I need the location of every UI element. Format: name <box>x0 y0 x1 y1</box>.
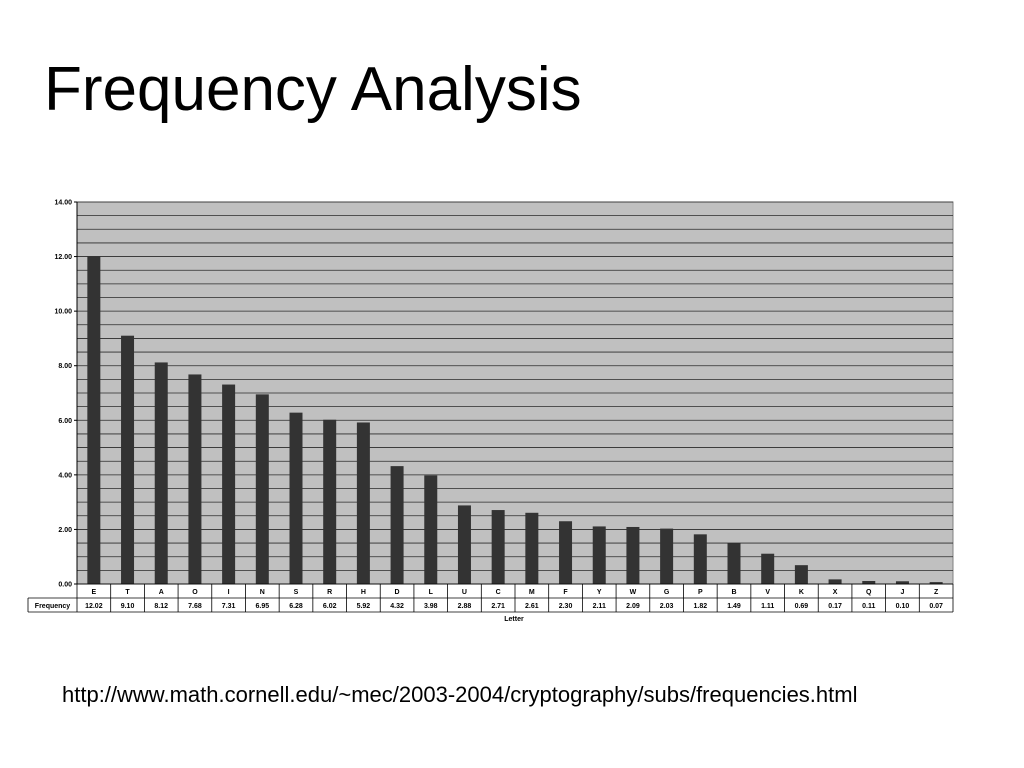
x-tick-label: Z <box>934 589 939 596</box>
x-tick-label: D <box>395 589 400 596</box>
bar-e <box>87 256 101 584</box>
data-label: 9.10 <box>121 603 135 610</box>
data-label: 7.31 <box>222 603 236 610</box>
y-tick-label: 10.00 <box>54 309 72 316</box>
bar-d <box>390 466 404 584</box>
x-tick-label: P <box>698 589 703 596</box>
x-tick-label: A <box>159 589 164 596</box>
bar-m <box>525 512 539 584</box>
x-tick-label: V <box>765 589 770 596</box>
bar-w <box>626 526 640 584</box>
bar-j <box>895 581 909 584</box>
bar-x <box>828 579 842 584</box>
x-tick-label: N <box>260 589 265 596</box>
y-axis: 0.00 2.00 4.00 6.00 8.00 10.00 12.00 14.00 <box>54 200 78 589</box>
data-label: 2.11 <box>593 603 606 610</box>
y-tick-label: 0.00 <box>58 582 72 589</box>
data-label: 2.30 <box>559 603 573 610</box>
bar-c <box>491 510 505 584</box>
bar-p <box>693 534 707 584</box>
data-label: 0.69 <box>795 603 809 610</box>
bars <box>87 256 943 584</box>
data-label: 2.71 <box>491 603 505 610</box>
x-tick-label: R <box>327 589 332 596</box>
data-label: 1.49 <box>727 603 741 610</box>
bar-k <box>794 565 808 584</box>
y-tick-label: 12.00 <box>54 254 72 261</box>
y-tick-label: 14.00 <box>54 200 72 207</box>
x-tick-label: G <box>664 589 670 596</box>
data-label: 0.07 <box>929 603 943 610</box>
bar-z <box>929 582 943 584</box>
bar-y <box>592 526 606 584</box>
x-tick-label: S <box>294 589 299 596</box>
bar-q <box>862 580 876 584</box>
x-tick-label: M <box>529 589 535 596</box>
x-tick-label: O <box>192 589 198 596</box>
data-label: 0.17 <box>828 603 842 610</box>
bar-i <box>222 384 236 584</box>
x-tick-label: U <box>462 589 467 596</box>
x-tick-label: X <box>833 589 838 596</box>
bar-f <box>559 521 573 584</box>
data-label: 3.98 <box>424 603 438 610</box>
data-label: 6.95 <box>255 603 269 610</box>
data-label: 6.28 <box>289 603 303 610</box>
data-label: 2.09 <box>626 603 640 610</box>
x-tick-label: Y <box>597 589 602 596</box>
x-tick-label: H <box>361 589 366 596</box>
x-axis-label: Letter <box>504 616 524 623</box>
data-label: 2.03 <box>660 603 674 610</box>
source-link[interactable]: http://www.math.cornell.edu/~mec/2003-20… <box>62 682 858 707</box>
x-tick-label: J <box>901 589 905 596</box>
x-tick-label: T <box>125 589 130 596</box>
data-label: 12.02 <box>85 603 103 610</box>
bar-l <box>424 475 438 584</box>
x-tick-label: E <box>92 589 97 596</box>
bar-a <box>154 362 168 584</box>
bar-t <box>121 335 135 584</box>
data-label: 6.02 <box>323 603 337 610</box>
data-label: 1.11 <box>761 603 774 610</box>
x-tick-label: F <box>563 589 568 596</box>
bar-g <box>660 528 674 584</box>
table-row-header: Frequency <box>35 603 71 610</box>
bar-b <box>727 543 741 584</box>
data-label: 0.11 <box>862 603 875 610</box>
x-tick-label: L <box>429 589 434 596</box>
y-tick-label: 2.00 <box>58 527 72 534</box>
bar-h <box>356 422 370 584</box>
data-label: 1.82 <box>693 603 707 610</box>
data-label: 2.61 <box>525 603 539 610</box>
x-tick-label: K <box>799 589 804 596</box>
bar-s <box>289 412 303 584</box>
data-label: 7.68 <box>188 603 202 610</box>
data-label: 0.10 <box>896 603 910 610</box>
bar-v <box>761 553 775 584</box>
slide-title: Frequency Analysis <box>44 55 582 124</box>
data-label: 2.88 <box>458 603 472 610</box>
bar-u <box>457 505 471 584</box>
data-label: 5.92 <box>357 603 371 610</box>
x-tick-label: C <box>496 589 501 596</box>
bar-n <box>255 394 269 584</box>
x-tick-label: Q <box>866 589 872 596</box>
data-table: Frequency E 12.02 T 9.10 A 8.12 O 7.68 I 7.31 N 6.95… <box>27 583 954 613</box>
y-tick-label: 6.00 <box>58 418 72 425</box>
y-tick-label: 4.00 <box>58 472 72 479</box>
bar-o <box>188 374 202 584</box>
data-label: 8.12 <box>154 603 168 610</box>
data-label: 4.32 <box>390 603 404 610</box>
x-tick-label: B <box>731 589 736 596</box>
bar-r <box>323 419 337 584</box>
x-tick-label: W <box>630 589 637 596</box>
y-tick-label: 8.00 <box>58 363 72 370</box>
x-tick-label: I <box>228 589 230 596</box>
